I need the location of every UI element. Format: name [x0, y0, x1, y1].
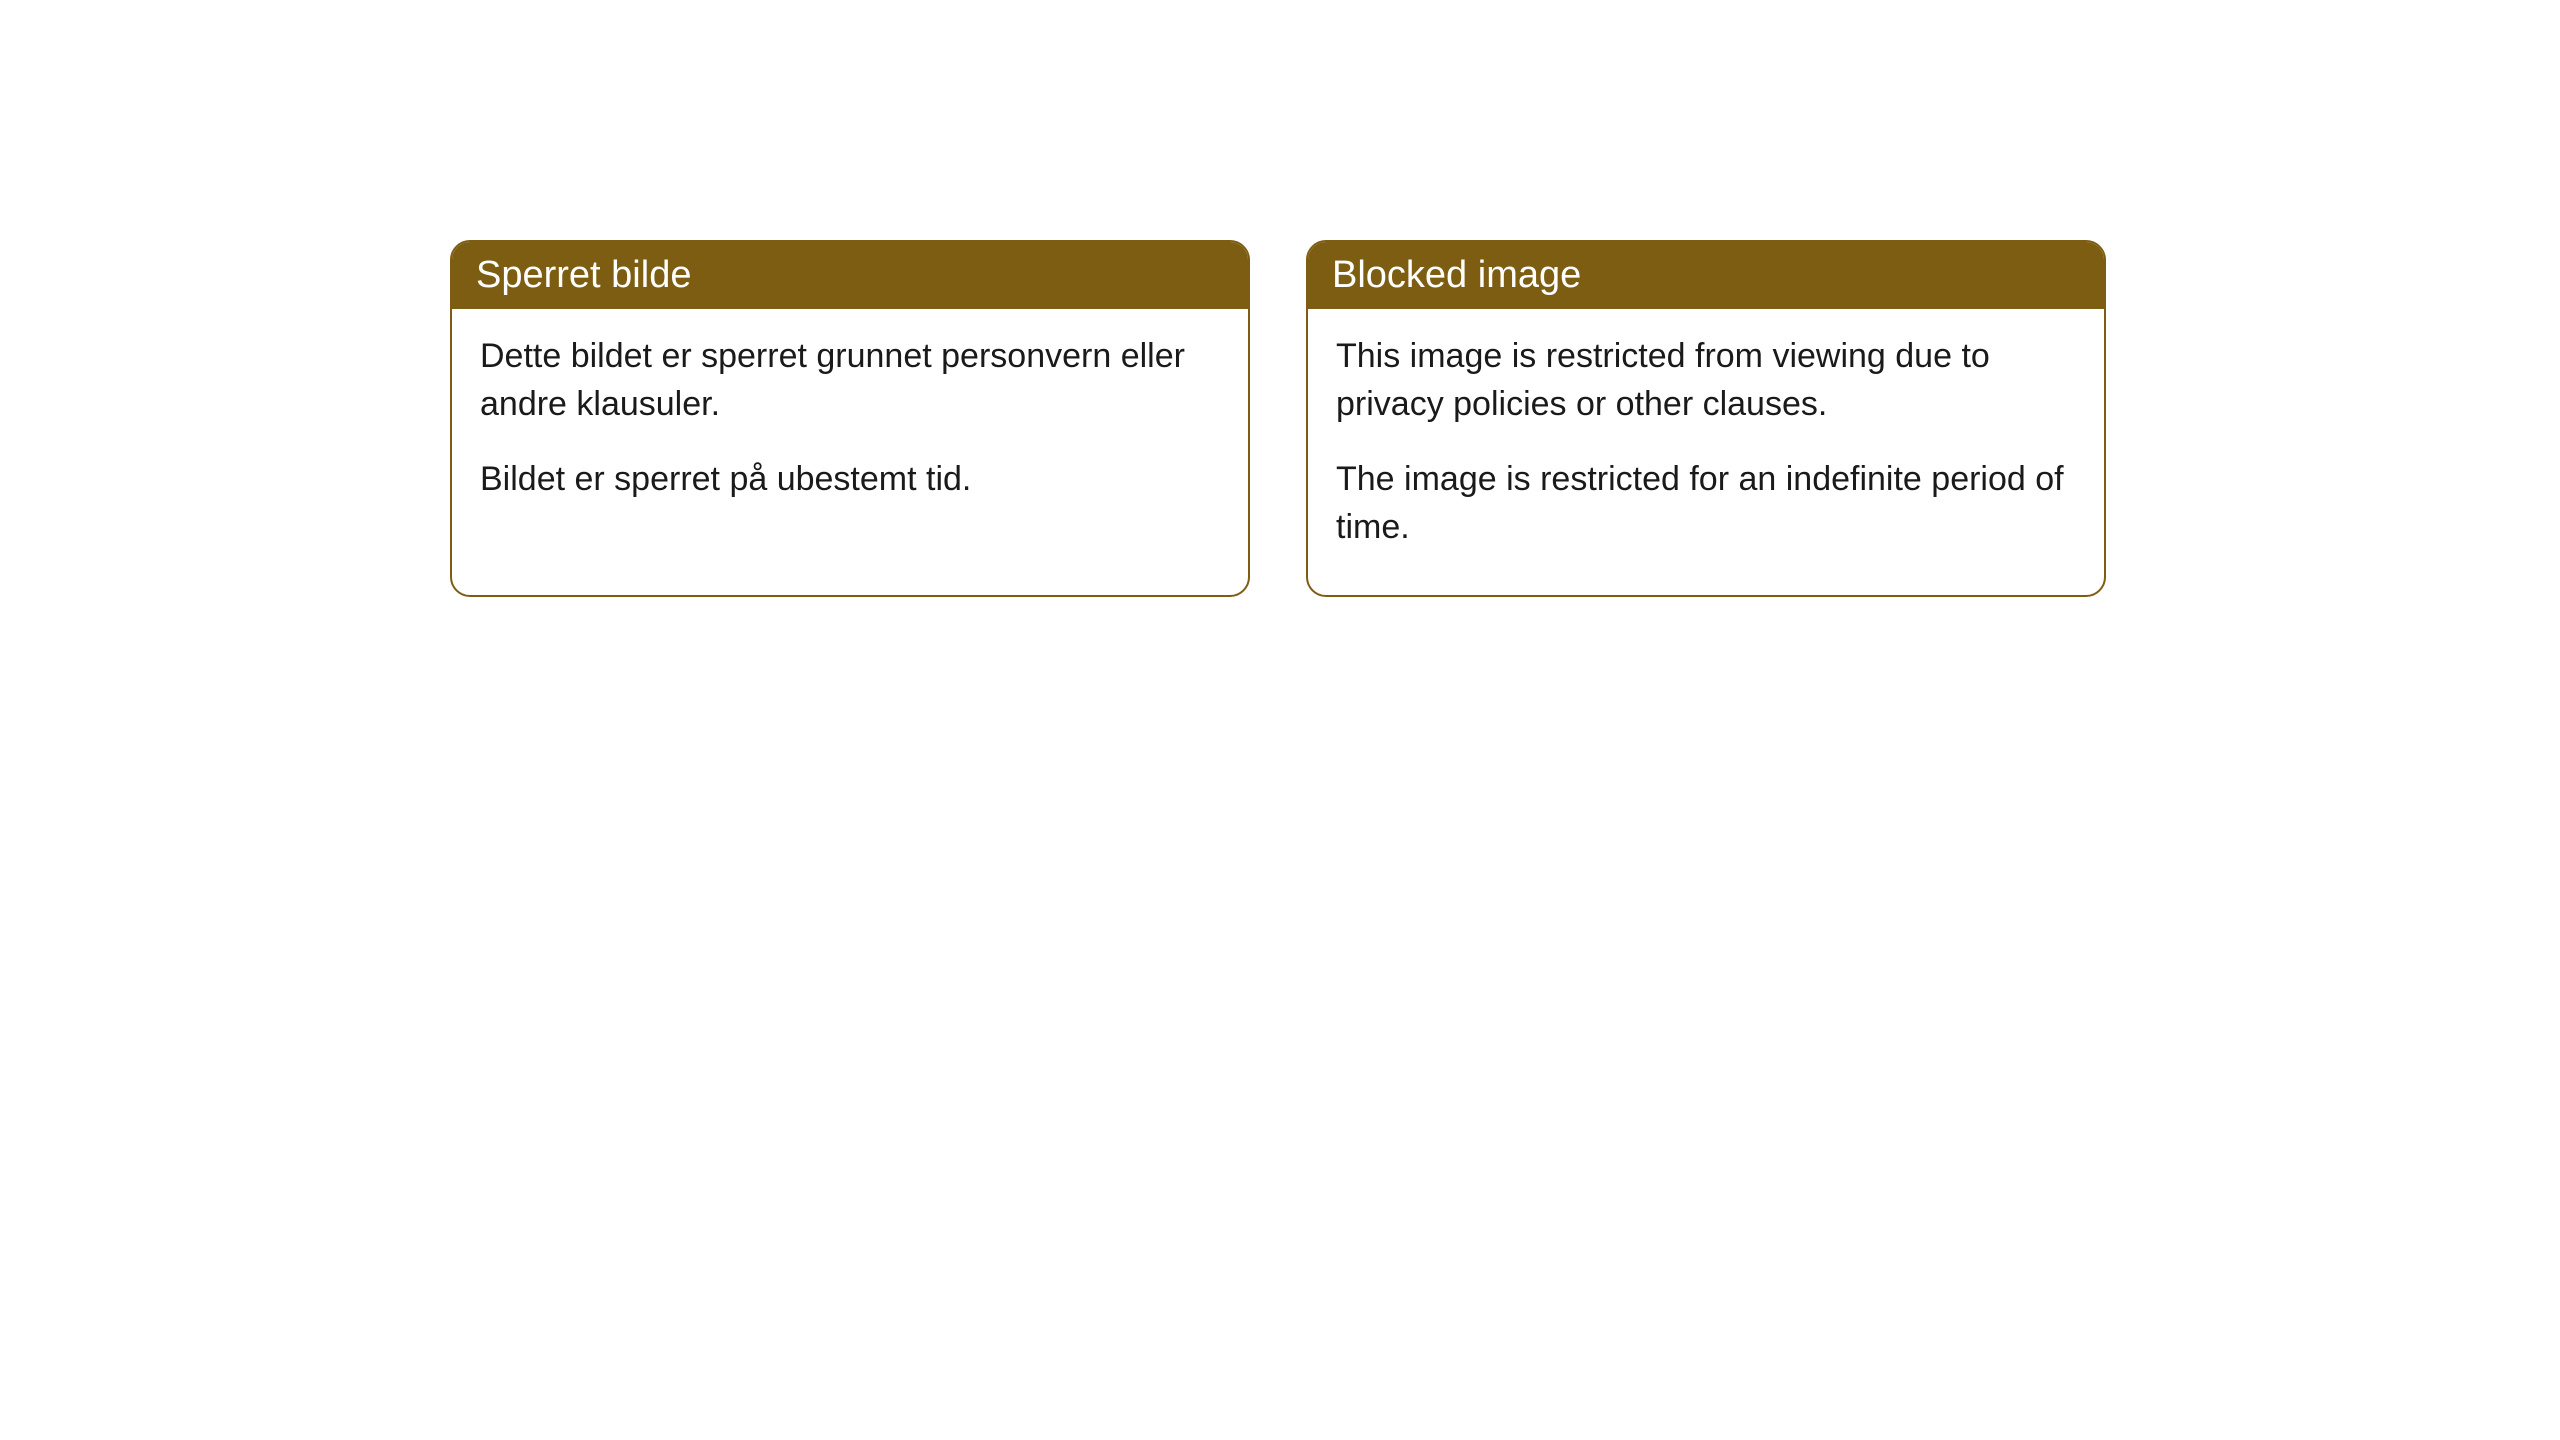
- notice-card-english: Blocked image This image is restricted f…: [1306, 240, 2106, 597]
- card-paragraph: This image is restricted from viewing du…: [1336, 333, 2076, 428]
- notice-cards-container: Sperret bilde Dette bildet er sperret gr…: [450, 240, 2560, 597]
- card-title: Blocked image: [1332, 254, 1581, 296]
- card-paragraph: Dette bildet er sperret grunnet personve…: [480, 333, 1220, 428]
- card-body: Dette bildet er sperret grunnet personve…: [452, 309, 1248, 548]
- card-header: Blocked image: [1308, 242, 2104, 309]
- card-header: Sperret bilde: [452, 242, 1248, 309]
- card-title: Sperret bilde: [476, 254, 691, 296]
- card-body: This image is restricted from viewing du…: [1308, 309, 2104, 595]
- card-paragraph: Bildet er sperret på ubestemt tid.: [480, 456, 1220, 504]
- card-paragraph: The image is restricted for an indefinit…: [1336, 456, 2076, 551]
- notice-card-norwegian: Sperret bilde Dette bildet er sperret gr…: [450, 240, 1250, 597]
